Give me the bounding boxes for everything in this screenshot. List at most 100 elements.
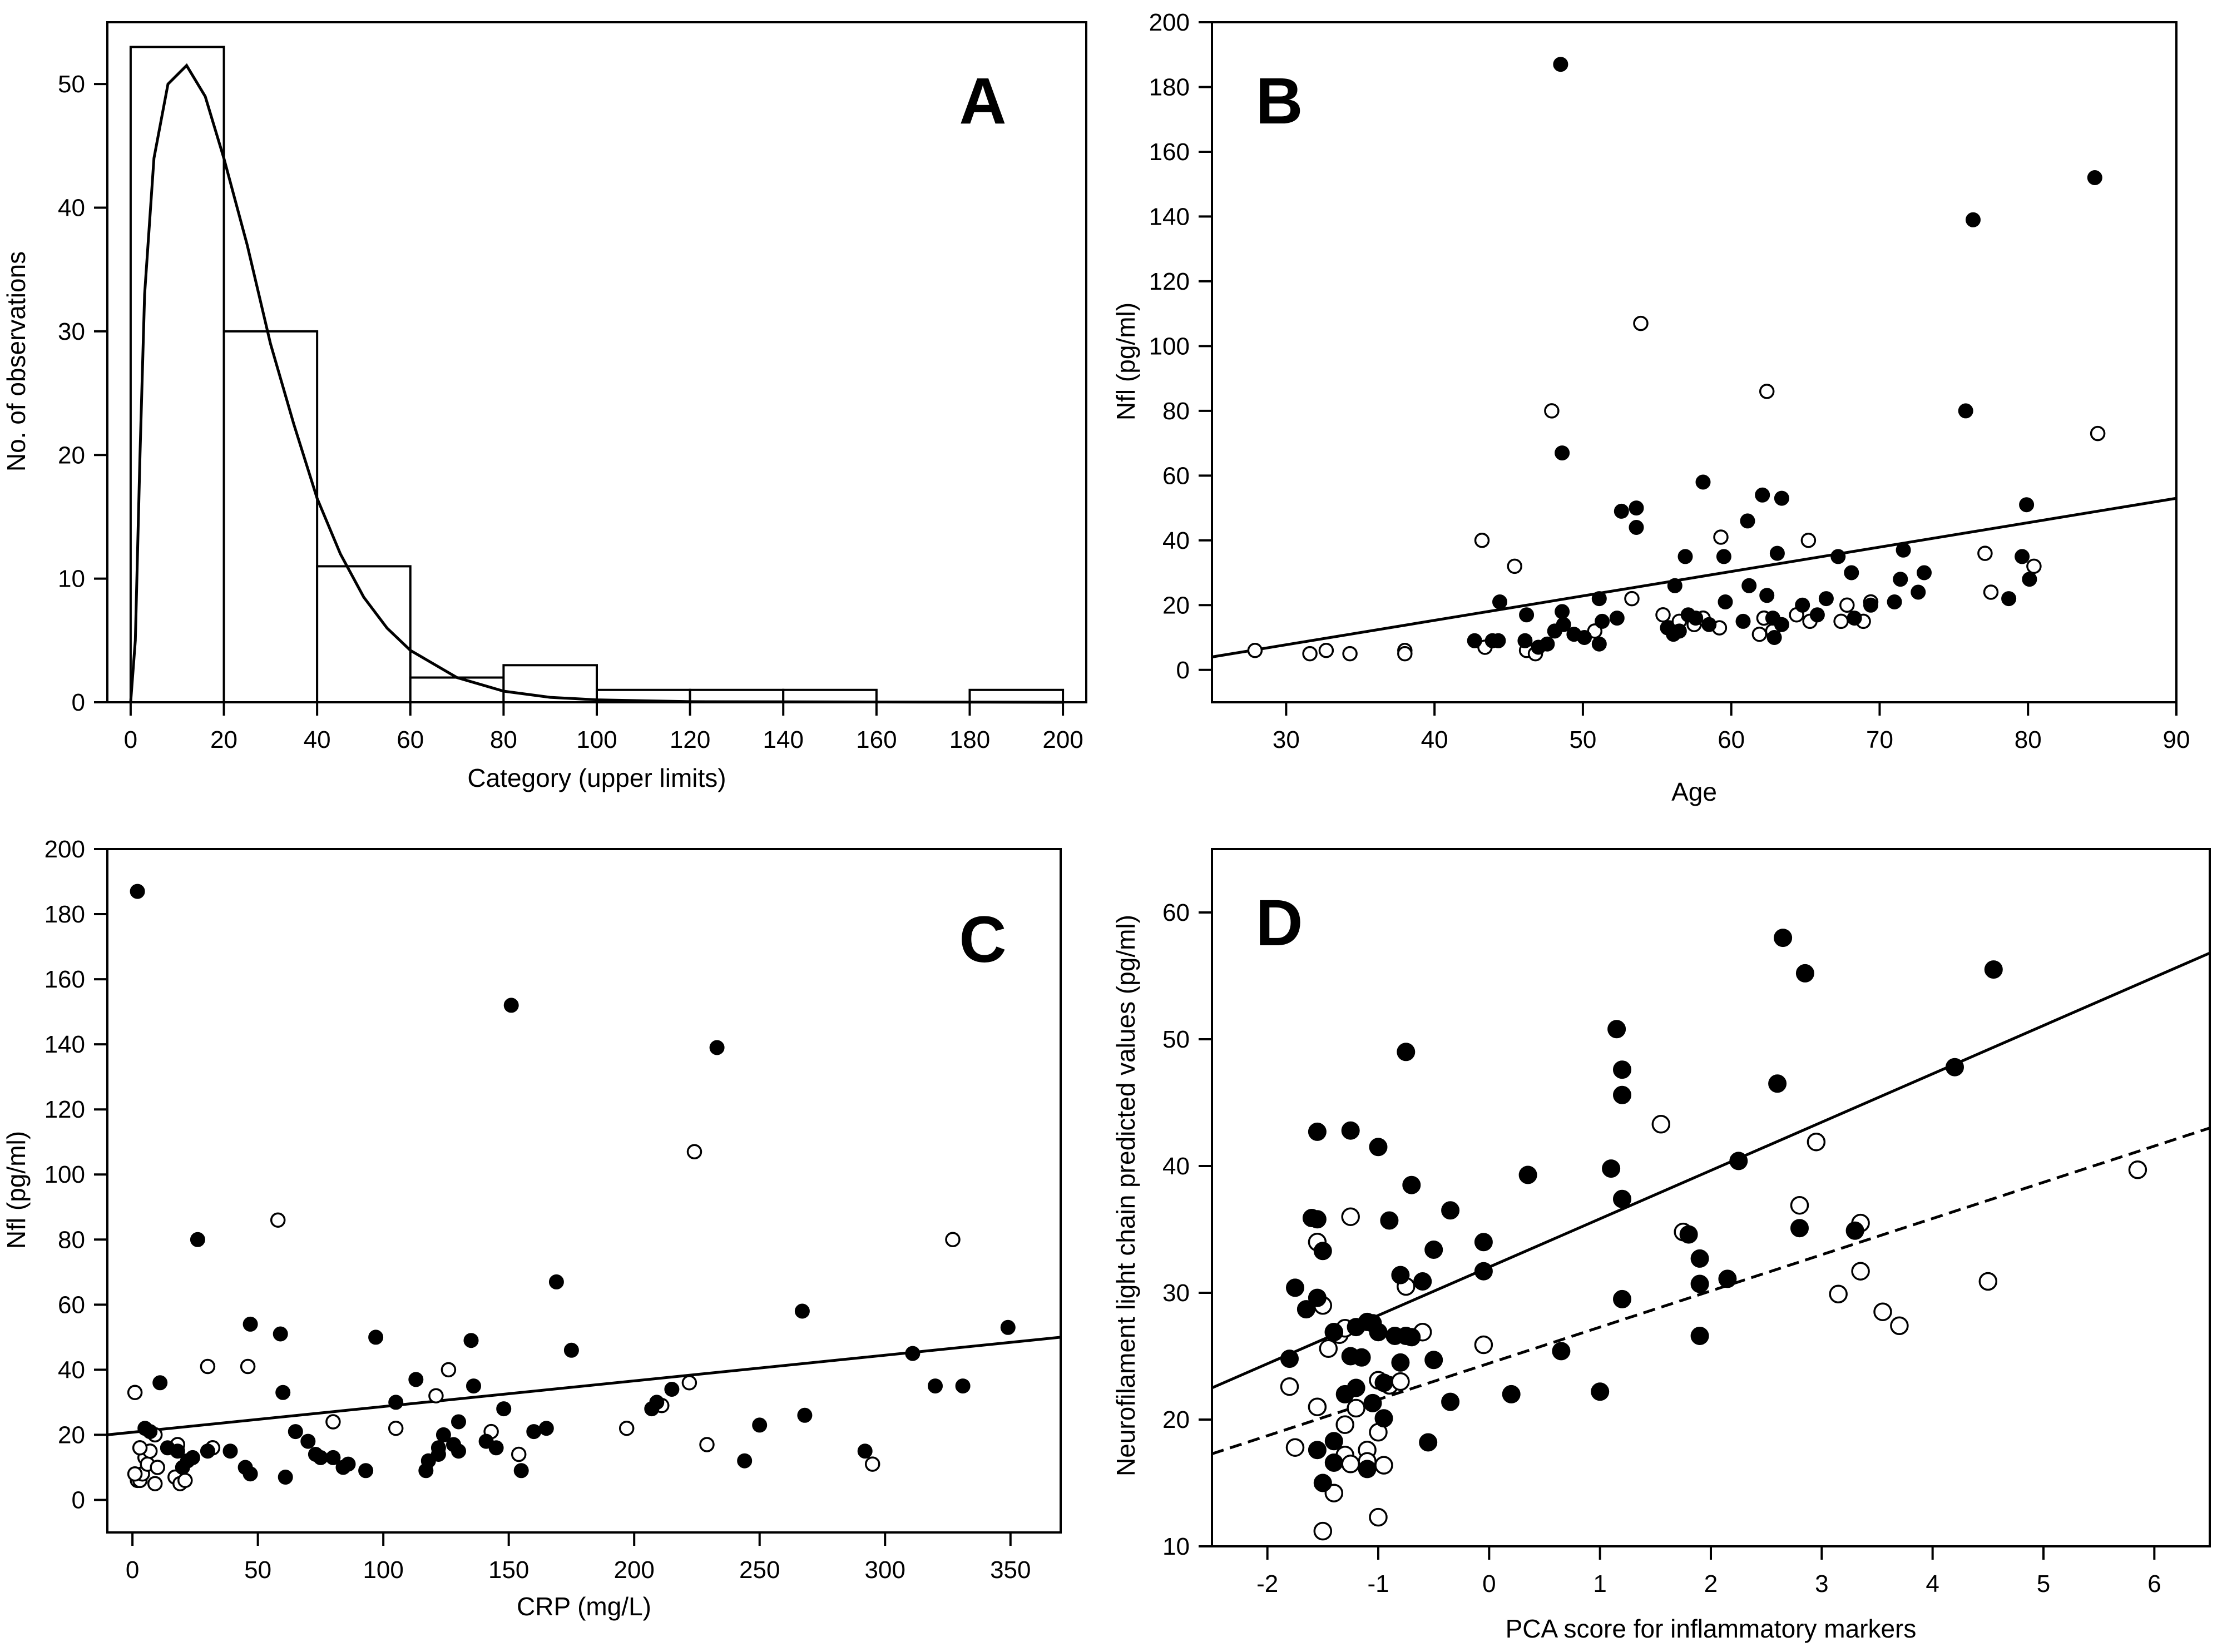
panel-c-open-point — [150, 1460, 165, 1475]
panel-c-filled-point — [130, 884, 145, 899]
panel-c-filled-point — [436, 1427, 451, 1442]
panel-c-filled-point — [905, 1346, 921, 1361]
panel-c-filled-point — [538, 1421, 554, 1436]
panel-c-filled-point — [288, 1424, 303, 1440]
panel-b-filled-point — [1492, 594, 1507, 609]
panel-b-x-tick-label: 60 — [1718, 726, 1745, 753]
panel-b-filled-point — [1830, 549, 1846, 564]
panel-d-open-point — [1873, 1302, 1892, 1321]
panel-b-filled-point — [1677, 549, 1693, 564]
panel-c-y-tick-label: 140 — [44, 1031, 85, 1058]
panel-b-x-axis-label: Age — [1671, 777, 1717, 806]
panel-d-filled-point — [1374, 1409, 1393, 1428]
panel-c-filled-point — [737, 1453, 753, 1469]
panel-d-y-tick-label: 30 — [1162, 1279, 1190, 1307]
panel-c-open-point — [686, 1144, 702, 1160]
panel-a-x-tick-label: 40 — [304, 726, 331, 753]
panel-d-open-point — [1341, 1207, 1360, 1226]
panel-d-filled-point — [1607, 1020, 1626, 1039]
panel-d-filled-point — [1474, 1233, 1493, 1252]
panel-b-open-point — [1302, 646, 1318, 662]
panel-d-filled-point — [1402, 1175, 1421, 1194]
panel-b-content: 30 40 50 60 70 80 90 0 20 40 60 80 100 120 140 160 180 20… — [1111, 9, 2190, 806]
panel-b-y-tick-label: 120 — [1149, 268, 1190, 295]
panel-d-filled-point — [1613, 1060, 1631, 1079]
panel-c-filled-point — [955, 1378, 971, 1394]
panel-c-open-point — [618, 1420, 635, 1436]
panel-b-open-point — [2090, 425, 2106, 441]
panel-d-filled-point — [1369, 1138, 1388, 1157]
panel-b-filled-point — [1609, 611, 1625, 626]
panel-d-filled-point — [1424, 1351, 1443, 1370]
panel-d-filled-point — [1352, 1348, 1371, 1367]
panel-a-histogram-bar — [222, 330, 319, 703]
panel-c-filled-point — [513, 1463, 529, 1479]
panel-d-filled-point — [1397, 1043, 1416, 1061]
panel-b-open-point — [1833, 613, 1849, 629]
panel-b-y-tick-label: 80 — [1162, 398, 1190, 425]
panel-b-open-point — [1983, 584, 1999, 600]
panel-d-filled-point — [1313, 1242, 1332, 1261]
panel-c-filled-point — [664, 1382, 680, 1397]
panel-c-x-tick-label: 50 — [244, 1556, 271, 1584]
panel-d-filled-point — [1341, 1121, 1360, 1140]
panel-b-open-point — [1342, 646, 1358, 662]
panel-d-open-point — [1369, 1507, 1388, 1527]
panel-d-filled-point — [1324, 1432, 1343, 1451]
panel-c-filled-point — [222, 1443, 238, 1459]
panel-d-filled-point — [1380, 1211, 1399, 1230]
panel-c-filled-point — [152, 1375, 168, 1391]
panel-b-open-point — [1247, 643, 1263, 658]
panel-c-open-point — [441, 1362, 457, 1378]
panel-d-filled-point — [1602, 1159, 1621, 1178]
panel-c-filled-point — [496, 1401, 512, 1417]
panel-c-open-point — [127, 1385, 143, 1401]
panel-d-filled-point — [1391, 1266, 1410, 1284]
panel-d-filled-point — [1308, 1288, 1327, 1307]
panel-b-filled-point — [1809, 607, 1825, 623]
panel-c-filled-point — [300, 1433, 316, 1449]
panel-d-filled-point — [1845, 1221, 1864, 1240]
panel-c-filled-point — [563, 1342, 579, 1358]
panel-d-filled-point — [1419, 1433, 1438, 1452]
panel-d-filled-point — [1774, 929, 1793, 947]
panel-b-filled-point — [1556, 617, 1571, 632]
panel-d-y-tick-label: 40 — [1162, 1153, 1190, 1180]
panel-c-filled-point — [430, 1447, 446, 1462]
panel-c-filled-point — [273, 1326, 288, 1342]
panel-b-y-tick-label: 100 — [1149, 333, 1190, 360]
panel-d-filled-point — [1502, 1385, 1521, 1403]
panel-a-fitted-curve — [129, 63, 1063, 704]
panel-c-open-point — [127, 1466, 143, 1482]
panel-d-filled-point — [1308, 1210, 1327, 1229]
panel-b-filled-point — [1966, 212, 1981, 227]
panel-b-filled-point — [1847, 611, 1862, 626]
panel-b-y-tick-label: 200 — [1149, 9, 1190, 36]
panel-a-y-tick-label: 10 — [58, 565, 85, 593]
panel-c-filled-point — [649, 1395, 665, 1410]
panel-c-filled-point — [797, 1407, 813, 1423]
panel-b-x-tick-label: 40 — [1421, 726, 1448, 753]
panel-c-x-tick-label: 100 — [363, 1556, 403, 1584]
panel-d-regression-line-solid — [1211, 951, 2210, 1390]
panel-c-plot-area — [106, 848, 1062, 1534]
panel-d-filled-point — [1768, 1074, 1787, 1093]
panel-c-open-point — [177, 1472, 193, 1489]
panel-b-filled-point — [2015, 549, 2030, 564]
panel-b-y-tick-label: 160 — [1149, 138, 1190, 166]
panel-d-filled-point — [1413, 1272, 1432, 1291]
panel-c-y-tick-label: 40 — [58, 1356, 85, 1383]
panel-d-open-point — [1651, 1115, 1671, 1134]
panel-b-y-tick-label: 20 — [1162, 592, 1190, 619]
panel-b-filled-point — [1716, 549, 1731, 564]
panel-b-filled-point — [1774, 490, 1789, 506]
panel-d-x-tick-label: -2 — [1256, 1570, 1278, 1598]
panel-c-open-point — [270, 1212, 286, 1228]
panel-b-y-tick-label: 0 — [1176, 657, 1190, 684]
panel-b-filled-point — [1629, 520, 1644, 535]
panel-b-y-axis-label: Nfl (pg/ml) — [1111, 302, 1140, 420]
panel-d-open-point — [1341, 1455, 1360, 1474]
panel-b-filled-point — [1755, 487, 1770, 503]
panel-b-open-point — [1751, 626, 1768, 642]
panel-b-filled-point — [1818, 591, 1834, 607]
